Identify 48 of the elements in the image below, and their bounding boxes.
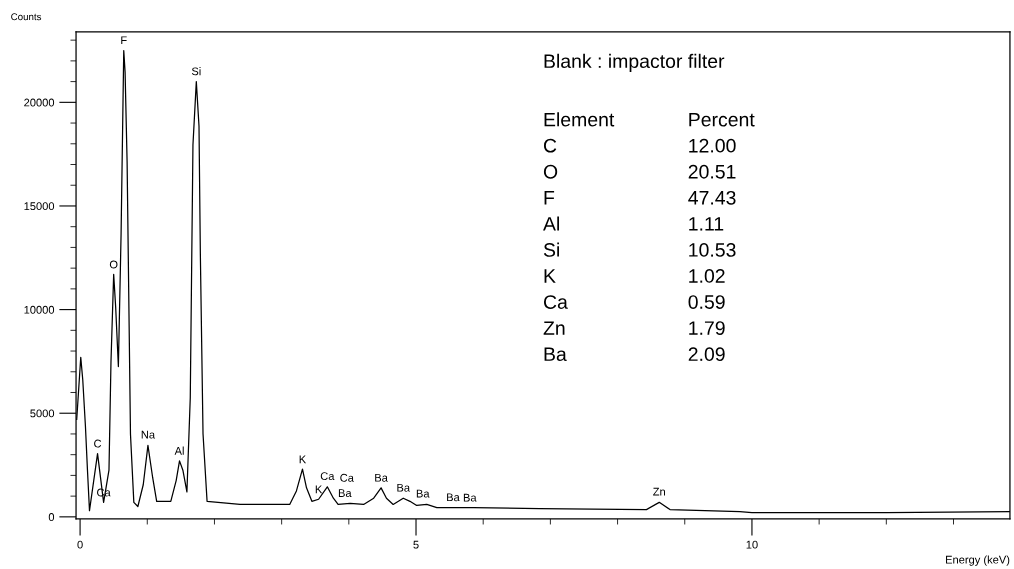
annotation: Ca: [340, 473, 354, 482]
annotation: 2.09: [688, 347, 725, 362]
annotation: Si: [543, 242, 559, 257]
annotation: Na: [141, 430, 156, 439]
x-tick-label: 0: [77, 540, 83, 549]
annotation: 1.79: [689, 321, 725, 335]
annotation: K: [544, 269, 556, 283]
y-tick-label: 20000: [24, 98, 55, 107]
annotation: Zn: [653, 487, 665, 496]
annotation: 47.43: [688, 190, 736, 205]
y-tick-label: 5000: [30, 409, 55, 418]
annotation: 10.53: [689, 243, 736, 257]
y-axis-title: Counts: [11, 13, 42, 21]
x-axis-title: Energy (keV): [946, 555, 1010, 566]
annotation: O: [543, 164, 558, 179]
y-tick-label: 15000: [24, 202, 55, 211]
y-tick-label: 10000: [24, 305, 55, 314]
annotation: 0.59: [688, 295, 725, 309]
annotation: Ba: [397, 483, 411, 492]
annotation: Si: [191, 67, 201, 76]
annotation: K: [299, 455, 307, 464]
x-tick-label: 5: [413, 540, 419, 549]
annotation: Ba: [416, 489, 430, 498]
annotation: 12.00: [689, 138, 736, 153]
annotation: C: [94, 439, 102, 448]
annotation: Al: [543, 216, 559, 231]
annotation: F: [121, 36, 127, 45]
annotation: Ba: [544, 347, 567, 362]
annotation: Ba: [463, 493, 477, 502]
annotation: Ca: [543, 295, 568, 309]
annotation: 20.51: [688, 164, 736, 179]
annotation: Blank : impactor filter: [544, 53, 725, 72]
annotation: F: [544, 191, 555, 205]
annotation: Ca: [320, 472, 335, 481]
annotation: K: [315, 485, 323, 494]
annotation: Al: [174, 446, 184, 455]
annotation: Ba: [375, 473, 388, 482]
annotation: 1.11: [689, 217, 724, 231]
annotation: Ba: [447, 493, 460, 502]
annotation: Zn: [543, 321, 565, 335]
x-tick-label: 10: [746, 540, 758, 549]
annotation: O: [109, 260, 118, 269]
annotation: Percent: [689, 112, 755, 127]
annotation: 1.02: [689, 269, 725, 283]
y-tick-label: 0: [48, 513, 55, 521]
annotation: Element: [544, 112, 615, 127]
annotation: Ba: [338, 489, 352, 498]
annotation: C: [543, 138, 557, 153]
